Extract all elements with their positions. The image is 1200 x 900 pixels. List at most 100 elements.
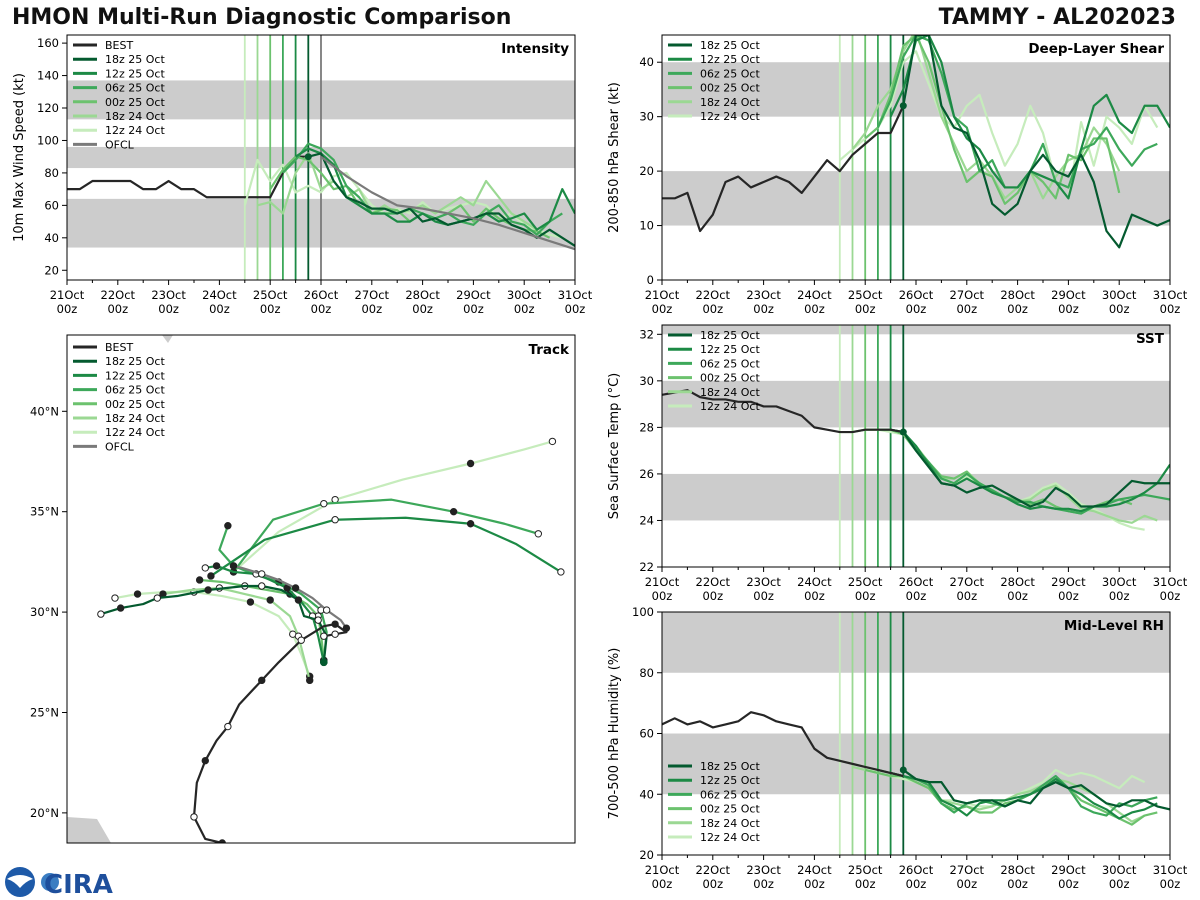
y-tick-label: 30 [639, 374, 654, 388]
x-tick-label: 31Oct [558, 288, 593, 302]
threshold-band [662, 612, 1170, 673]
track-point [548, 437, 557, 446]
x-tick-label: 24Oct [797, 288, 832, 302]
y-tick-label: 160 [37, 36, 59, 50]
x-tick-label: 22Oct [696, 575, 731, 589]
noaa-bird-icon [7, 875, 33, 888]
track-point [320, 499, 328, 508]
figure-title: HMON Multi-Run Diagnostic Comparison [12, 5, 512, 30]
legend-label: BEST [105, 341, 133, 354]
legend-label: 06z 25 Oct [105, 82, 165, 95]
series-line-18z-25-oct [902, 431, 1170, 508]
init-marker [304, 153, 312, 161]
y-tick-label: 140 [37, 69, 59, 83]
x-tick-label: 24Oct [797, 863, 832, 877]
x-tick-sublabel: 00z [412, 302, 433, 316]
legend-label: OFCL [105, 440, 135, 453]
legend-label: 06z 25 Oct [700, 67, 760, 80]
y-tick-label: 28 [639, 420, 654, 434]
legend-label: 18z 25 Oct [700, 760, 760, 773]
x-tick-sublabel: 00z [1007, 589, 1028, 603]
x-tick-label: 30Oct [1102, 288, 1137, 302]
legend-label: 18z 24 Oct [105, 110, 165, 123]
threshold-band [662, 733, 1170, 795]
x-tick-sublabel: 00z [1058, 877, 1079, 891]
legend-label: 06z 25 Oct [700, 357, 760, 370]
x-tick-sublabel: 00z [463, 302, 484, 316]
x-tick-sublabel: 00z [209, 302, 230, 316]
track-line-06z-25-oct [232, 498, 539, 573]
cira-logo: CIRA [5, 867, 113, 898]
x-tick-label: 22Oct [696, 863, 731, 877]
series-line-00z-25-oct [864, 35, 1121, 205]
track-point [534, 530, 543, 538]
y-tick-label: 80 [639, 666, 654, 680]
track-point [294, 596, 303, 604]
x-tick-label: 24Oct [797, 575, 832, 589]
legend-label: 12z 25 Oct [105, 369, 165, 382]
x-tick-sublabel: 00z [702, 877, 723, 891]
x-tick-label: 25Oct [848, 575, 883, 589]
track-point [246, 598, 255, 606]
x-tick-sublabel: 00z [906, 877, 927, 891]
panel-title: Track [529, 342, 570, 358]
x-tick-label: 29Oct [1051, 863, 1086, 877]
track-point [258, 570, 266, 578]
y-tick-label: 100 [632, 605, 654, 619]
legend-label: OFCL [105, 138, 135, 151]
panel-rh: 21Oct00z22Oct00z23Oct00z24Oct00z25Oct00z… [607, 605, 1188, 891]
track-point [331, 516, 339, 524]
cira-text: CIRA [44, 870, 113, 898]
track-point [97, 610, 105, 618]
init-marker [899, 428, 907, 436]
threshold-band [662, 473, 1170, 521]
x-tick-sublabel: 00z [57, 302, 78, 316]
track-point [266, 596, 274, 604]
track-line-00z-25-oct [199, 578, 325, 661]
series-line-best [662, 105, 905, 233]
y-tick-label: 60 [639, 727, 654, 741]
track-line-06z-25-oct [218, 525, 328, 661]
x-tick-label: 30Oct [507, 288, 542, 302]
y-tick-label: 80 [44, 166, 59, 180]
lat-tick-label: 25°N [30, 705, 59, 719]
x-tick-sublabel: 00z [514, 302, 535, 316]
series-line-12z-25-oct [890, 771, 1158, 820]
x-tick-label: 21Oct [645, 288, 680, 302]
x-tick-label: 26Oct [899, 575, 934, 589]
x-tick-sublabel: 00z [652, 589, 673, 603]
lat-tick-label: 40°N [30, 404, 59, 418]
x-tick-label: 22Oct [101, 288, 136, 302]
x-tick-sublabel: 00z [804, 877, 825, 891]
panel-title: Mid-Level RH [1064, 618, 1164, 634]
legend-label: 18z 24 Oct [700, 96, 760, 109]
x-tick-sublabel: 00z [1109, 589, 1130, 603]
x-tick-label: 30Oct [1102, 575, 1137, 589]
threshold-band [662, 62, 1170, 117]
track-point [322, 606, 331, 614]
x-tick-label: 25Oct [253, 288, 288, 302]
track-point [190, 813, 198, 821]
legend-label: 12z 24 Oct [700, 831, 760, 844]
x-tick-label: 23Oct [746, 863, 781, 877]
y-tick-label: 40 [639, 55, 654, 69]
threshold-band [662, 325, 1170, 335]
legend-label: 12z 25 Oct [105, 67, 165, 80]
series-line-18z-25-oct [308, 152, 575, 247]
track-point [331, 620, 339, 628]
x-tick-label: 29Oct [456, 288, 491, 302]
x-tick-sublabel: 00z [753, 302, 774, 316]
track-line-18z-24-oct [162, 586, 311, 681]
legend-label: BEST [105, 39, 133, 52]
y-tick-label: 60 [44, 198, 59, 212]
x-tick-sublabel: 00z [1058, 302, 1079, 316]
track-point [195, 576, 204, 584]
track-point [306, 676, 314, 685]
x-tick-label: 23Oct [151, 288, 186, 302]
panel-shear: 21Oct00z22Oct00z23Oct00z24Oct00z25Oct00z… [607, 34, 1188, 316]
threshold-band [662, 171, 1170, 226]
